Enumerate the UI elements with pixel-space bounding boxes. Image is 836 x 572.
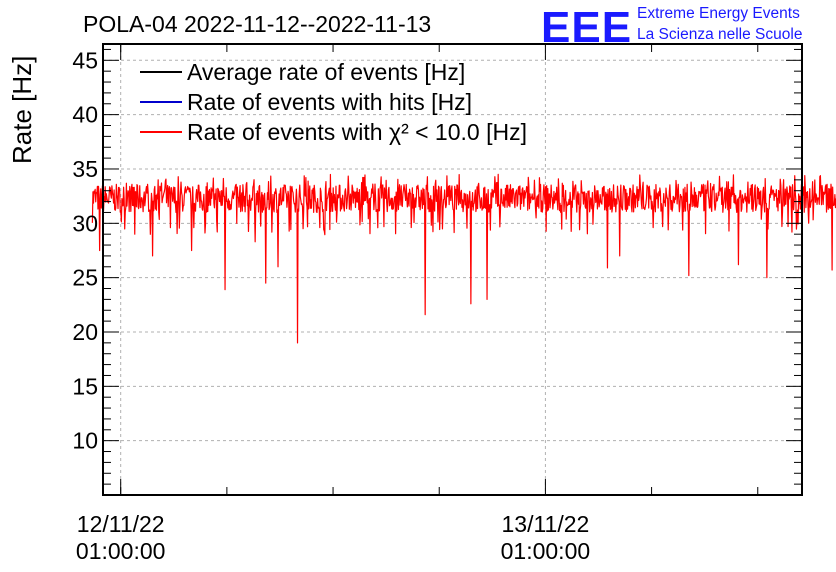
y-axis-ticks: 10 15 20 25 30 35 40 45 xyxy=(72,47,802,496)
logo-line-2: La Scienza nelle Scuole xyxy=(637,26,802,43)
legend-label-average: Average rate of events [Hz] xyxy=(187,59,465,85)
y-tick-label-25: 25 xyxy=(72,265,98,291)
x-tick-time-0: 01:00:00 xyxy=(76,538,166,564)
y-axis-label: Rate [Hz] xyxy=(7,56,37,164)
plot-border xyxy=(102,43,803,496)
y-tick-label-20: 20 xyxy=(72,319,98,345)
x-tick-date-1: 13/11/22 xyxy=(501,511,589,537)
grid-lines xyxy=(103,44,802,495)
y-tick-label-35: 35 xyxy=(72,156,98,182)
series-line-chi2 xyxy=(91,173,836,344)
plot-frame xyxy=(102,43,803,496)
eee-logo: EEE Extreme Energy Events La Scienza nel… xyxy=(541,3,802,52)
logo-line-1: Extreme Energy Events xyxy=(637,5,800,22)
chart-title: POLA-04 2022-11-12--2022-11-13 xyxy=(83,11,431,37)
series-layer xyxy=(91,173,836,344)
x-tick-time-1: 01:00:00 xyxy=(501,538,591,564)
y-tick-label-40: 40 xyxy=(72,102,98,128)
y-tick-label-15: 15 xyxy=(72,373,98,399)
y-tick-label-45: 45 xyxy=(72,47,98,73)
x-tick-date-0: 12/11/22 xyxy=(77,511,165,537)
legend: Average rate of events [Hz] Rate of even… xyxy=(140,59,527,145)
y-tick-label-30: 30 xyxy=(72,210,98,236)
legend-label-chi2: Rate of events with χ² < 10.0 [Hz] xyxy=(187,119,527,145)
y-tick-label-10: 10 xyxy=(72,428,98,454)
legend-label-hits: Rate of events with hits [Hz] xyxy=(187,89,472,115)
